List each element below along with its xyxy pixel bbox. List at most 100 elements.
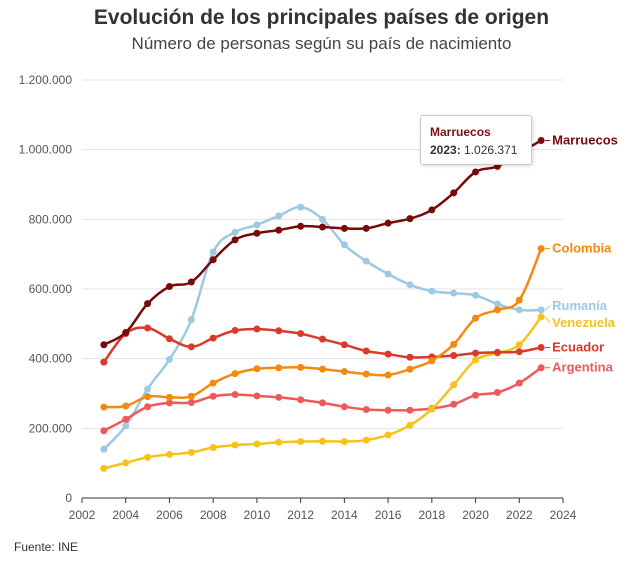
data-point (100, 358, 108, 366)
data-point (384, 406, 392, 414)
data-point (515, 379, 523, 387)
data-point (450, 400, 458, 408)
x-tick-label: 2010 (244, 508, 271, 522)
chart-title: Evolución de los principales países de o… (93, 6, 550, 29)
data-point (165, 393, 173, 401)
data-point (297, 438, 305, 446)
data-point (384, 270, 392, 278)
data-point (319, 335, 326, 343)
y-tick-label: 800.000 (29, 212, 73, 226)
data-point (209, 248, 217, 256)
x-tick-label: 2022 (506, 508, 533, 522)
data-point (428, 287, 436, 295)
data-point (297, 330, 305, 338)
tooltip-value: 1.026.371 (464, 143, 518, 157)
data-point (450, 340, 458, 348)
x-tick-label: 2024 (550, 508, 577, 522)
data-point (231, 370, 239, 378)
data-point (515, 341, 523, 349)
data-point (472, 168, 480, 176)
data-point (319, 399, 326, 407)
data-point (472, 314, 480, 322)
data-point (253, 325, 261, 333)
source-note: Fuente: INE (14, 540, 79, 554)
data-point (231, 326, 239, 334)
data-point (187, 392, 195, 400)
data-point (406, 421, 414, 429)
series-end-label: Venezuela (552, 315, 616, 330)
data-point (450, 189, 458, 197)
series-venezuela: Venezuela (100, 313, 616, 472)
data-point (340, 438, 348, 446)
chart-subtitle: Número de personas según su país de naci… (131, 34, 512, 53)
data-point (275, 327, 283, 335)
data-point (253, 392, 261, 400)
data-point (472, 356, 480, 364)
data-point (165, 283, 173, 291)
data-point (362, 257, 370, 265)
series-rumanía: Rumanía (100, 203, 608, 453)
data-point (384, 431, 392, 439)
data-point (253, 440, 261, 448)
data-point (209, 379, 217, 387)
data-point (187, 316, 195, 324)
data-point (187, 448, 195, 456)
series-line (102, 205, 543, 451)
x-tick-label: 2008 (200, 508, 227, 522)
series-end-label: Argentina (552, 360, 613, 375)
y-tick-label: 1.200.000 (19, 73, 73, 87)
data-point (340, 241, 348, 249)
data-point (515, 306, 523, 314)
series-end-label: Colombia (552, 241, 612, 256)
data-point (537, 245, 545, 253)
data-point (275, 393, 283, 401)
data-point (231, 391, 239, 399)
data-point (384, 350, 392, 358)
x-tick-label: 2016 (375, 508, 402, 522)
data-point (122, 459, 130, 467)
data-point (122, 415, 130, 423)
data-point (537, 306, 545, 314)
data-point (144, 453, 152, 461)
tooltip-series: Marruecos (430, 125, 491, 139)
series-end-label: Ecuador (552, 340, 604, 355)
data-point (297, 203, 305, 211)
data-point (231, 441, 239, 449)
data-point (450, 381, 458, 389)
data-point (515, 296, 523, 304)
data-point (493, 300, 501, 308)
data-point (231, 228, 239, 236)
data-point (122, 329, 130, 337)
data-point (428, 405, 436, 413)
data-point (450, 289, 458, 297)
data-point (406, 406, 414, 414)
data-point (165, 450, 173, 458)
data-point (187, 343, 195, 351)
data-point (450, 352, 458, 360)
data-point (297, 363, 305, 371)
data-point (537, 344, 545, 352)
series-end-label: Marruecos (552, 132, 618, 147)
data-point (209, 392, 217, 400)
data-point (515, 348, 523, 356)
label-leader (544, 316, 551, 324)
data-point (187, 278, 195, 286)
data-point (275, 212, 283, 220)
data-point (362, 406, 370, 414)
label-leader (544, 305, 551, 311)
data-point (319, 215, 326, 223)
data-point (406, 281, 414, 289)
data-point (253, 221, 261, 229)
data-point (340, 368, 348, 376)
data-point (122, 422, 130, 430)
data-point (122, 402, 130, 410)
data-point (165, 355, 173, 363)
data-point (187, 399, 195, 407)
data-point (406, 365, 414, 373)
x-tick-label: 2014 (331, 508, 358, 522)
y-tick-label: 1.000.000 (19, 143, 73, 157)
data-point (406, 215, 414, 223)
data-point (144, 385, 152, 393)
data-point (297, 222, 305, 230)
